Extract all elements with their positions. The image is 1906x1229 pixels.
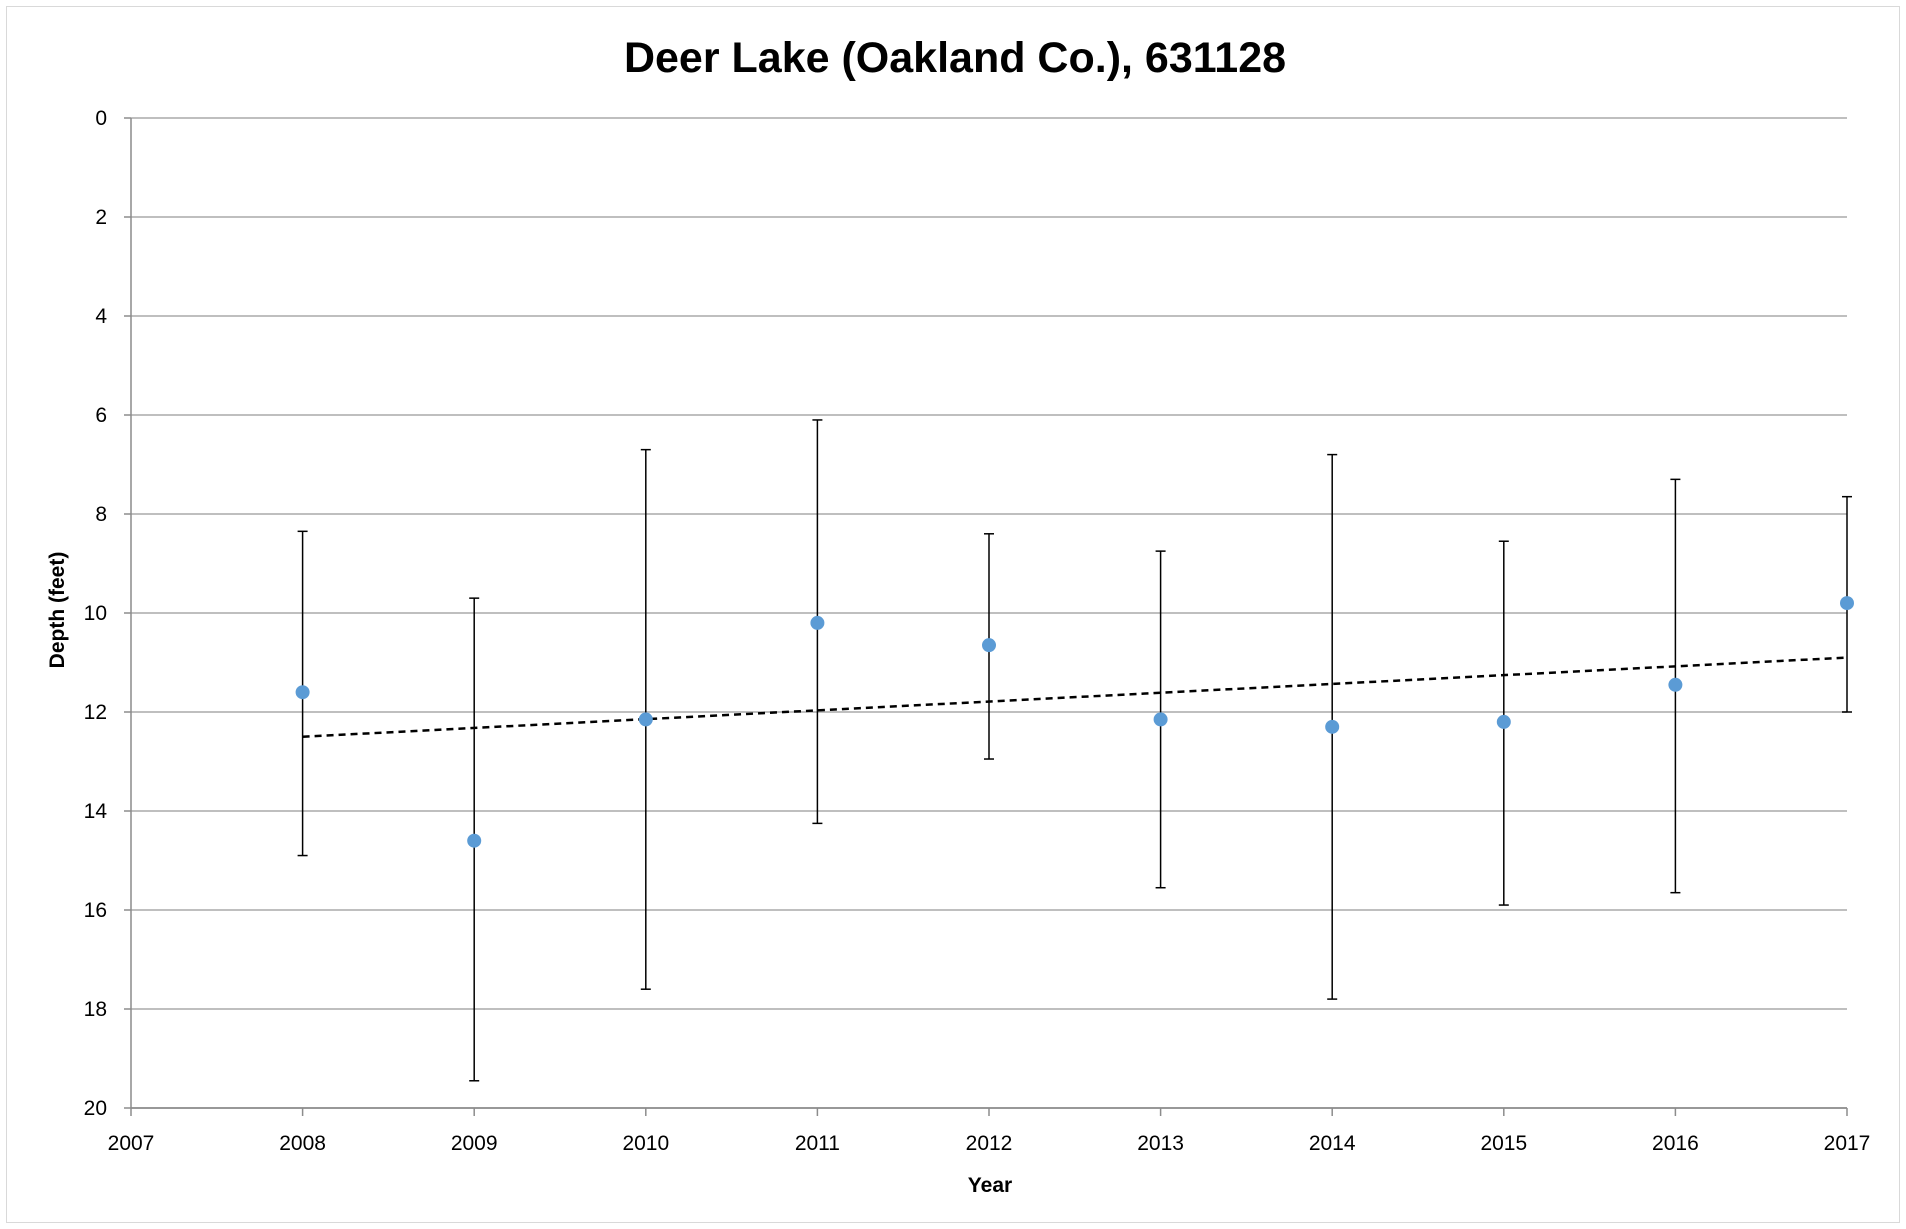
- x-tick-label: 2017: [1824, 1132, 1871, 1155]
- y-tick-label: 10: [84, 602, 107, 625]
- y-tick-label: 0: [95, 107, 107, 130]
- data-point: [982, 638, 996, 653]
- x-axis-label: Year: [968, 1174, 1012, 1197]
- y-tick-label: 8: [95, 503, 107, 526]
- x-tick-label: 2013: [1137, 1132, 1184, 1155]
- data-point: [1496, 714, 1511, 729]
- data-point: [810, 615, 825, 630]
- y-tick-label: 6: [95, 404, 107, 427]
- y-tick-label: 20: [84, 1097, 107, 1120]
- y-tick-label: 16: [84, 899, 107, 922]
- x-tick-label: 2008: [279, 1132, 326, 1155]
- y-tick-label: 18: [84, 998, 107, 1021]
- data-point: [638, 712, 653, 727]
- x-tick-label: 2015: [1480, 1132, 1527, 1155]
- axes: [124, 117, 1848, 1116]
- x-tick-label: 2014: [1309, 1132, 1356, 1155]
- x-tick-label: 2007: [108, 1132, 155, 1155]
- x-tick-labels: 2007 2008 2009 2010 2011 2012 2013 2014 2015 2016…: [108, 1132, 1871, 1155]
- trendline: [302, 656, 1848, 738]
- data-point: [295, 685, 310, 700]
- y-tick-labels: 0 2 4 6 8 10 12 14 16 18 20: [84, 107, 108, 1120]
- x-tick-label: 2011: [795, 1132, 840, 1155]
- data-point: [467, 833, 482, 848]
- y-axis-label: Depth (feet): [46, 552, 69, 669]
- x-tick-label: 2009: [451, 1132, 498, 1155]
- data-point: [1840, 596, 1854, 611]
- gridlines: [131, 117, 1847, 1109]
- x-tick-label: 2016: [1652, 1132, 1699, 1155]
- chart-frame: [6, 6, 1900, 1223]
- y-tick-label: 12: [84, 701, 107, 724]
- y-tick-label: 14: [84, 800, 108, 823]
- trendline-layer: [302, 656, 1848, 738]
- data-points: [295, 596, 1854, 848]
- error-bars: [297, 419, 1852, 1082]
- data-point: [1325, 719, 1340, 734]
- x-tick-label: 2012: [966, 1132, 1013, 1155]
- data-point: [1153, 712, 1168, 727]
- x-tick-label: 2010: [622, 1132, 669, 1155]
- data-point: [1668, 677, 1683, 692]
- chart-title: Deer Lake (Oakland Co.), 631128: [624, 34, 1286, 82]
- y-tick-label: 2: [95, 206, 107, 229]
- y-tick-label: 4: [95, 305, 107, 328]
